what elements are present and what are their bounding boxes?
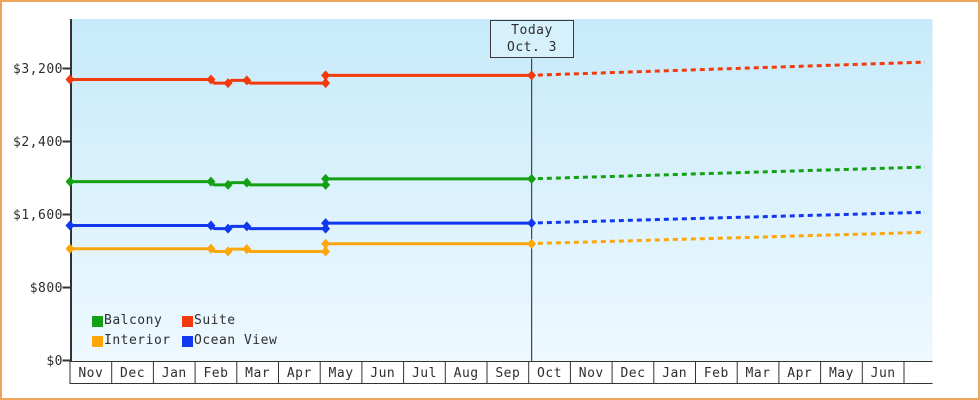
legend-label-interior: Interior bbox=[104, 333, 171, 348]
data-point-suite bbox=[223, 78, 233, 89]
legend: Balcony Suite Interior Ocean View bbox=[92, 311, 277, 351]
data-point-interior bbox=[65, 243, 75, 254]
balcony-swatch-icon bbox=[92, 315, 103, 327]
data-point-balcony bbox=[321, 179, 331, 190]
month-label: Jun bbox=[871, 366, 896, 381]
y-axis-label: $800 bbox=[30, 281, 63, 296]
data-point-ocean-view bbox=[527, 218, 537, 229]
interior-swatch-icon bbox=[92, 335, 103, 347]
legend-item-ocean-view: Ocean View bbox=[182, 331, 277, 351]
data-point-suite bbox=[527, 70, 537, 81]
data-point-suite bbox=[65, 74, 75, 85]
month-label: Jan bbox=[162, 366, 187, 381]
series-projection-interior bbox=[537, 230, 925, 245]
suite-swatch-icon bbox=[182, 315, 193, 327]
data-point-ocean-view bbox=[223, 223, 233, 234]
month-label: Mar bbox=[746, 366, 771, 381]
ocean-view-swatch-icon bbox=[182, 335, 193, 347]
today-label: Today bbox=[511, 23, 553, 38]
data-point-interior bbox=[206, 243, 216, 254]
legend-item-balcony: Balcony bbox=[92, 311, 182, 331]
y-axis-label: $3,200 bbox=[13, 62, 63, 77]
data-point-suite bbox=[242, 75, 252, 86]
month-label: Apr bbox=[287, 366, 312, 381]
y-axis-label: $2,400 bbox=[13, 135, 63, 150]
month-label: Aug bbox=[454, 366, 479, 381]
today-date: Oct. 3 bbox=[507, 40, 557, 55]
data-point-balcony bbox=[242, 177, 252, 188]
data-point-interior bbox=[321, 238, 331, 249]
today-box: Today Oct. 3 bbox=[490, 20, 574, 58]
data-point-ocean-view bbox=[321, 223, 331, 234]
month-label: Feb bbox=[704, 366, 729, 381]
month-label: May bbox=[329, 366, 354, 381]
month-label: May bbox=[829, 366, 854, 381]
series-projection-suite bbox=[537, 60, 925, 77]
month-label: Sep bbox=[495, 366, 520, 381]
month-label: Mar bbox=[245, 366, 270, 381]
month-label: Jan bbox=[662, 366, 687, 381]
data-point-ocean-view bbox=[65, 220, 75, 231]
data-point-ocean-view bbox=[206, 220, 216, 231]
data-point-balcony bbox=[206, 176, 216, 187]
y-axis-label: $1,600 bbox=[13, 208, 63, 223]
data-point-balcony bbox=[65, 176, 75, 187]
series-projection-balcony bbox=[537, 165, 925, 181]
month-label: Nov bbox=[579, 366, 604, 381]
data-point-ocean-view bbox=[242, 221, 252, 232]
data-point-interior bbox=[223, 246, 233, 257]
y-axis-label: $0 bbox=[46, 354, 63, 369]
series-projection-ocean-view bbox=[537, 210, 925, 225]
month-label: Dec bbox=[620, 366, 645, 381]
legend-item-suite: Suite bbox=[182, 311, 277, 331]
data-point-suite bbox=[321, 70, 331, 81]
data-point-balcony bbox=[527, 173, 537, 184]
data-point-suite bbox=[321, 78, 331, 89]
month-label: Feb bbox=[203, 366, 228, 381]
month-label: Dec bbox=[120, 366, 145, 381]
data-point-ocean-view bbox=[321, 218, 331, 229]
data-point-interior bbox=[242, 244, 252, 255]
data-point-interior bbox=[527, 238, 537, 249]
legend-label-ocean-view: Ocean View bbox=[194, 333, 278, 348]
legend-item-interior: Interior bbox=[92, 331, 182, 351]
month-label: Jul bbox=[412, 366, 437, 381]
month-label: Jun bbox=[370, 366, 395, 381]
month-label: Oct bbox=[537, 366, 562, 381]
month-label: Nov bbox=[78, 366, 103, 381]
legend-label-balcony: Balcony bbox=[104, 313, 163, 328]
data-point-interior bbox=[321, 246, 331, 257]
data-point-balcony bbox=[223, 179, 233, 190]
data-point-suite bbox=[206, 74, 216, 85]
legend-label-suite: Suite bbox=[194, 313, 236, 328]
data-point-balcony bbox=[321, 173, 331, 184]
x-axis-month-row bbox=[69, 361, 933, 384]
month-label: Apr bbox=[787, 366, 812, 381]
